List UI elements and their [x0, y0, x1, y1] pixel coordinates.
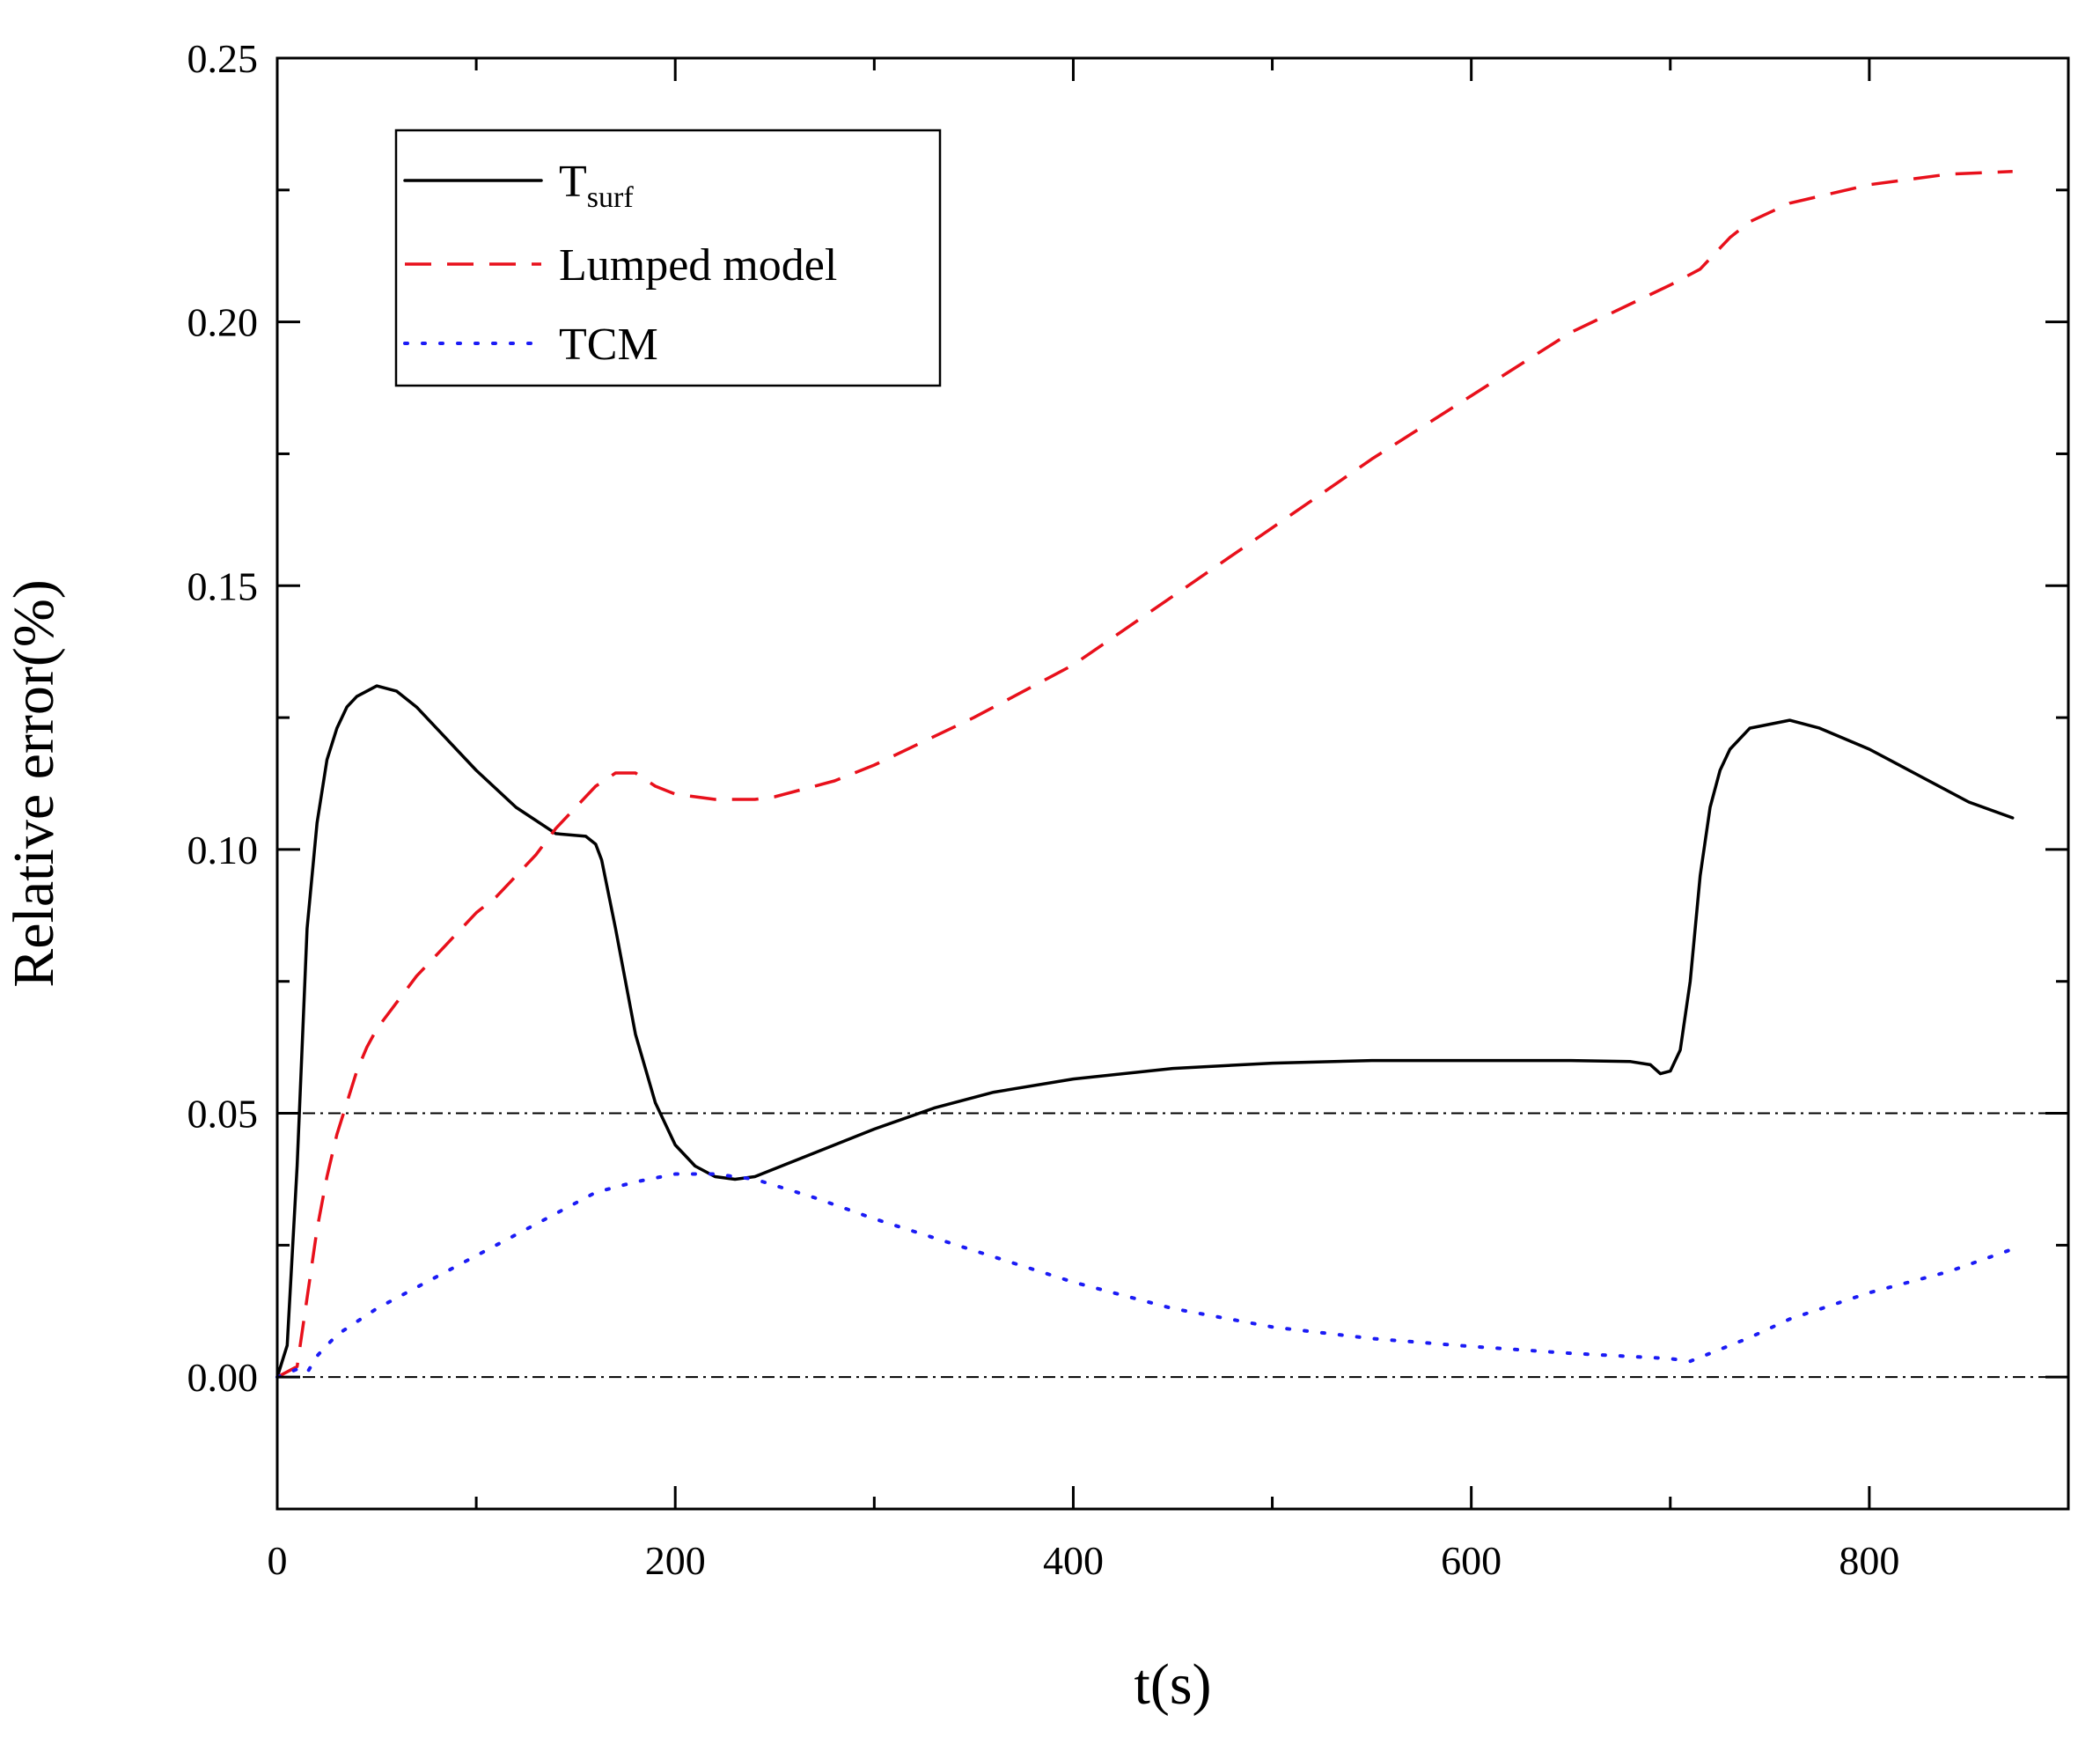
series-layer — [275, 170, 2015, 1380]
x-tick-labels: 0 200 400 600 800 — [268, 1538, 1900, 1583]
y-tick-label: 0.00 — [187, 1355, 259, 1400]
x-axis-title: t(s) — [1134, 1652, 1212, 1717]
y-tick-label: 0.05 — [187, 1092, 259, 1137]
plot-frame — [275, 56, 2070, 1511]
axis-ticks — [275, 56, 2068, 1511]
y-tick-label: 0.15 — [187, 563, 259, 608]
legend-label-subscript: surf — [587, 181, 635, 214]
x-tick-label: 0 — [268, 1538, 288, 1583]
y-tick-labels: 0.00 0.05 0.10 0.15 0.20 0.25 — [187, 36, 259, 1400]
x-tick-label: 600 — [1441, 1538, 1502, 1583]
legend-label-lumped: Lumped model — [559, 240, 837, 291]
reference-lines — [277, 1112, 2068, 1379]
y-tick-label: 0.10 — [187, 828, 259, 872]
series-line-tsurf — [275, 684, 2015, 1379]
x-tick-label: 800 — [1839, 1538, 1899, 1583]
y-tick-label: 0.20 — [187, 300, 259, 345]
x-tick-label: 200 — [645, 1538, 706, 1583]
x-tick-label: 400 — [1043, 1538, 1104, 1583]
legend-box — [394, 129, 942, 387]
y-axis-title: Relative error(%) — [2, 579, 66, 988]
legend-label-tcm: TCM — [559, 320, 658, 370]
series-line-lumped — [276, 170, 2013, 1379]
series-line-tcm — [275, 1172, 2011, 1380]
y-tick-label: 0.25 — [187, 36, 259, 81]
